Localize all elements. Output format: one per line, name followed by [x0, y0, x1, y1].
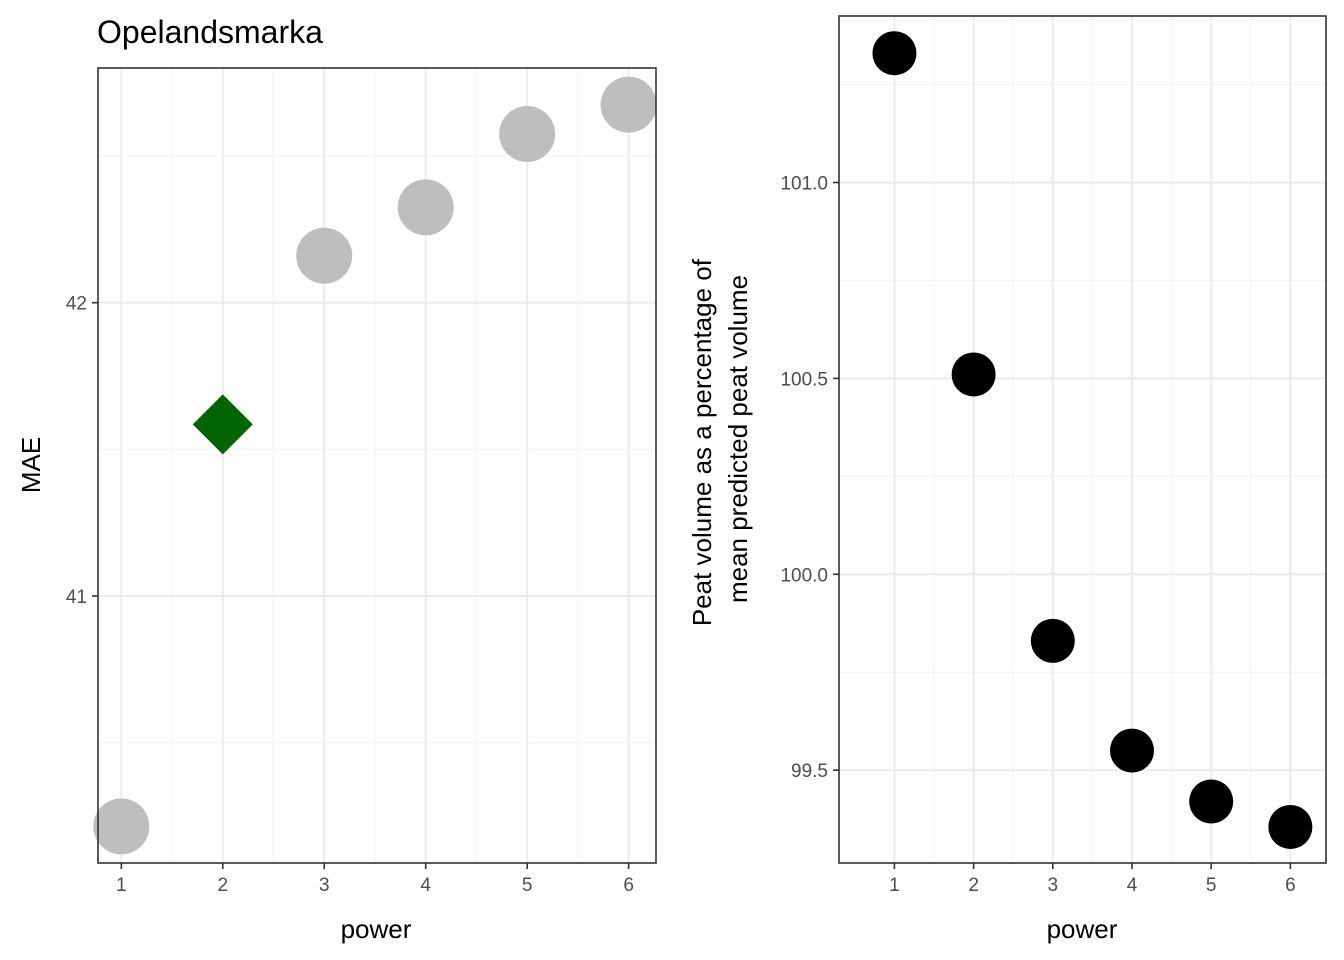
panel-border — [838, 15, 1327, 864]
y-tick-label: 41 — [66, 587, 87, 608]
axis-ticks: 1 2 3 4 5 6 99.5 100.0 100.5 101.0 — [780, 174, 1295, 896]
data-points — [93, 76, 657, 855]
data-point-diamond — [192, 394, 253, 455]
x-tick-label: 2 — [968, 875, 979, 896]
x-tick-label: 6 — [1285, 875, 1296, 896]
grid — [839, 16, 1326, 863]
data-point — [1109, 728, 1154, 773]
x-tick-label: 3 — [319, 875, 330, 896]
data-point — [600, 76, 657, 133]
x-tick-label: 2 — [218, 875, 229, 896]
data-point — [1189, 779, 1234, 824]
data-point — [872, 31, 917, 76]
y-tick-label: 99.5 — [791, 761, 828, 782]
chart-title: Opelandsmarka — [97, 14, 323, 50]
x-tick-label: 6 — [623, 875, 634, 896]
x-axis-title: power — [341, 914, 412, 944]
axis-ticks: 1 2 3 4 5 6 41 42 — [66, 294, 634, 896]
y-tick-label: 100.0 — [780, 565, 828, 586]
x-tick-label: 1 — [116, 875, 127, 896]
data-point — [951, 352, 996, 397]
y-tick-label: 101.0 — [780, 174, 828, 195]
data-points — [872, 31, 1313, 849]
x-tick-label: 4 — [1127, 875, 1138, 896]
x-tick-label: 3 — [1048, 875, 1059, 896]
peat-volume-panel: 1 2 3 4 5 6 99.5 100.0 100.5 101.0 power Peat vol… — [687, 15, 1327, 944]
data-point — [1030, 618, 1075, 663]
y-tick-label: 100.5 — [780, 369, 828, 390]
y-axis-title: MAE — [16, 437, 46, 493]
mae-panel: Opelandsmarka 1 2 3 4 5 6 41 42 power MAE — [16, 14, 657, 944]
y-axis-title-line-1: Peat volume as a percentage of — [687, 258, 717, 626]
y-tick-label: 42 — [66, 294, 87, 315]
y-axis-title: Peat volume as a percentage of mean pred… — [687, 252, 753, 626]
grid — [98, 68, 656, 863]
x-tick-label: 4 — [420, 875, 431, 896]
x-tick-label: 1 — [889, 875, 900, 896]
x-tick-label: 5 — [522, 875, 533, 896]
y-axis-title-line: MAE — [16, 437, 46, 493]
data-point — [1268, 804, 1313, 849]
x-axis-title: power — [1047, 914, 1118, 944]
y-axis-title-line-2: mean predicted peat volume — [723, 275, 753, 603]
x-tick-label: 5 — [1206, 875, 1217, 896]
data-point — [499, 106, 556, 163]
data-point — [397, 179, 454, 236]
data-point — [296, 227, 353, 284]
panel-border — [97, 67, 657, 864]
data-point — [93, 798, 150, 855]
